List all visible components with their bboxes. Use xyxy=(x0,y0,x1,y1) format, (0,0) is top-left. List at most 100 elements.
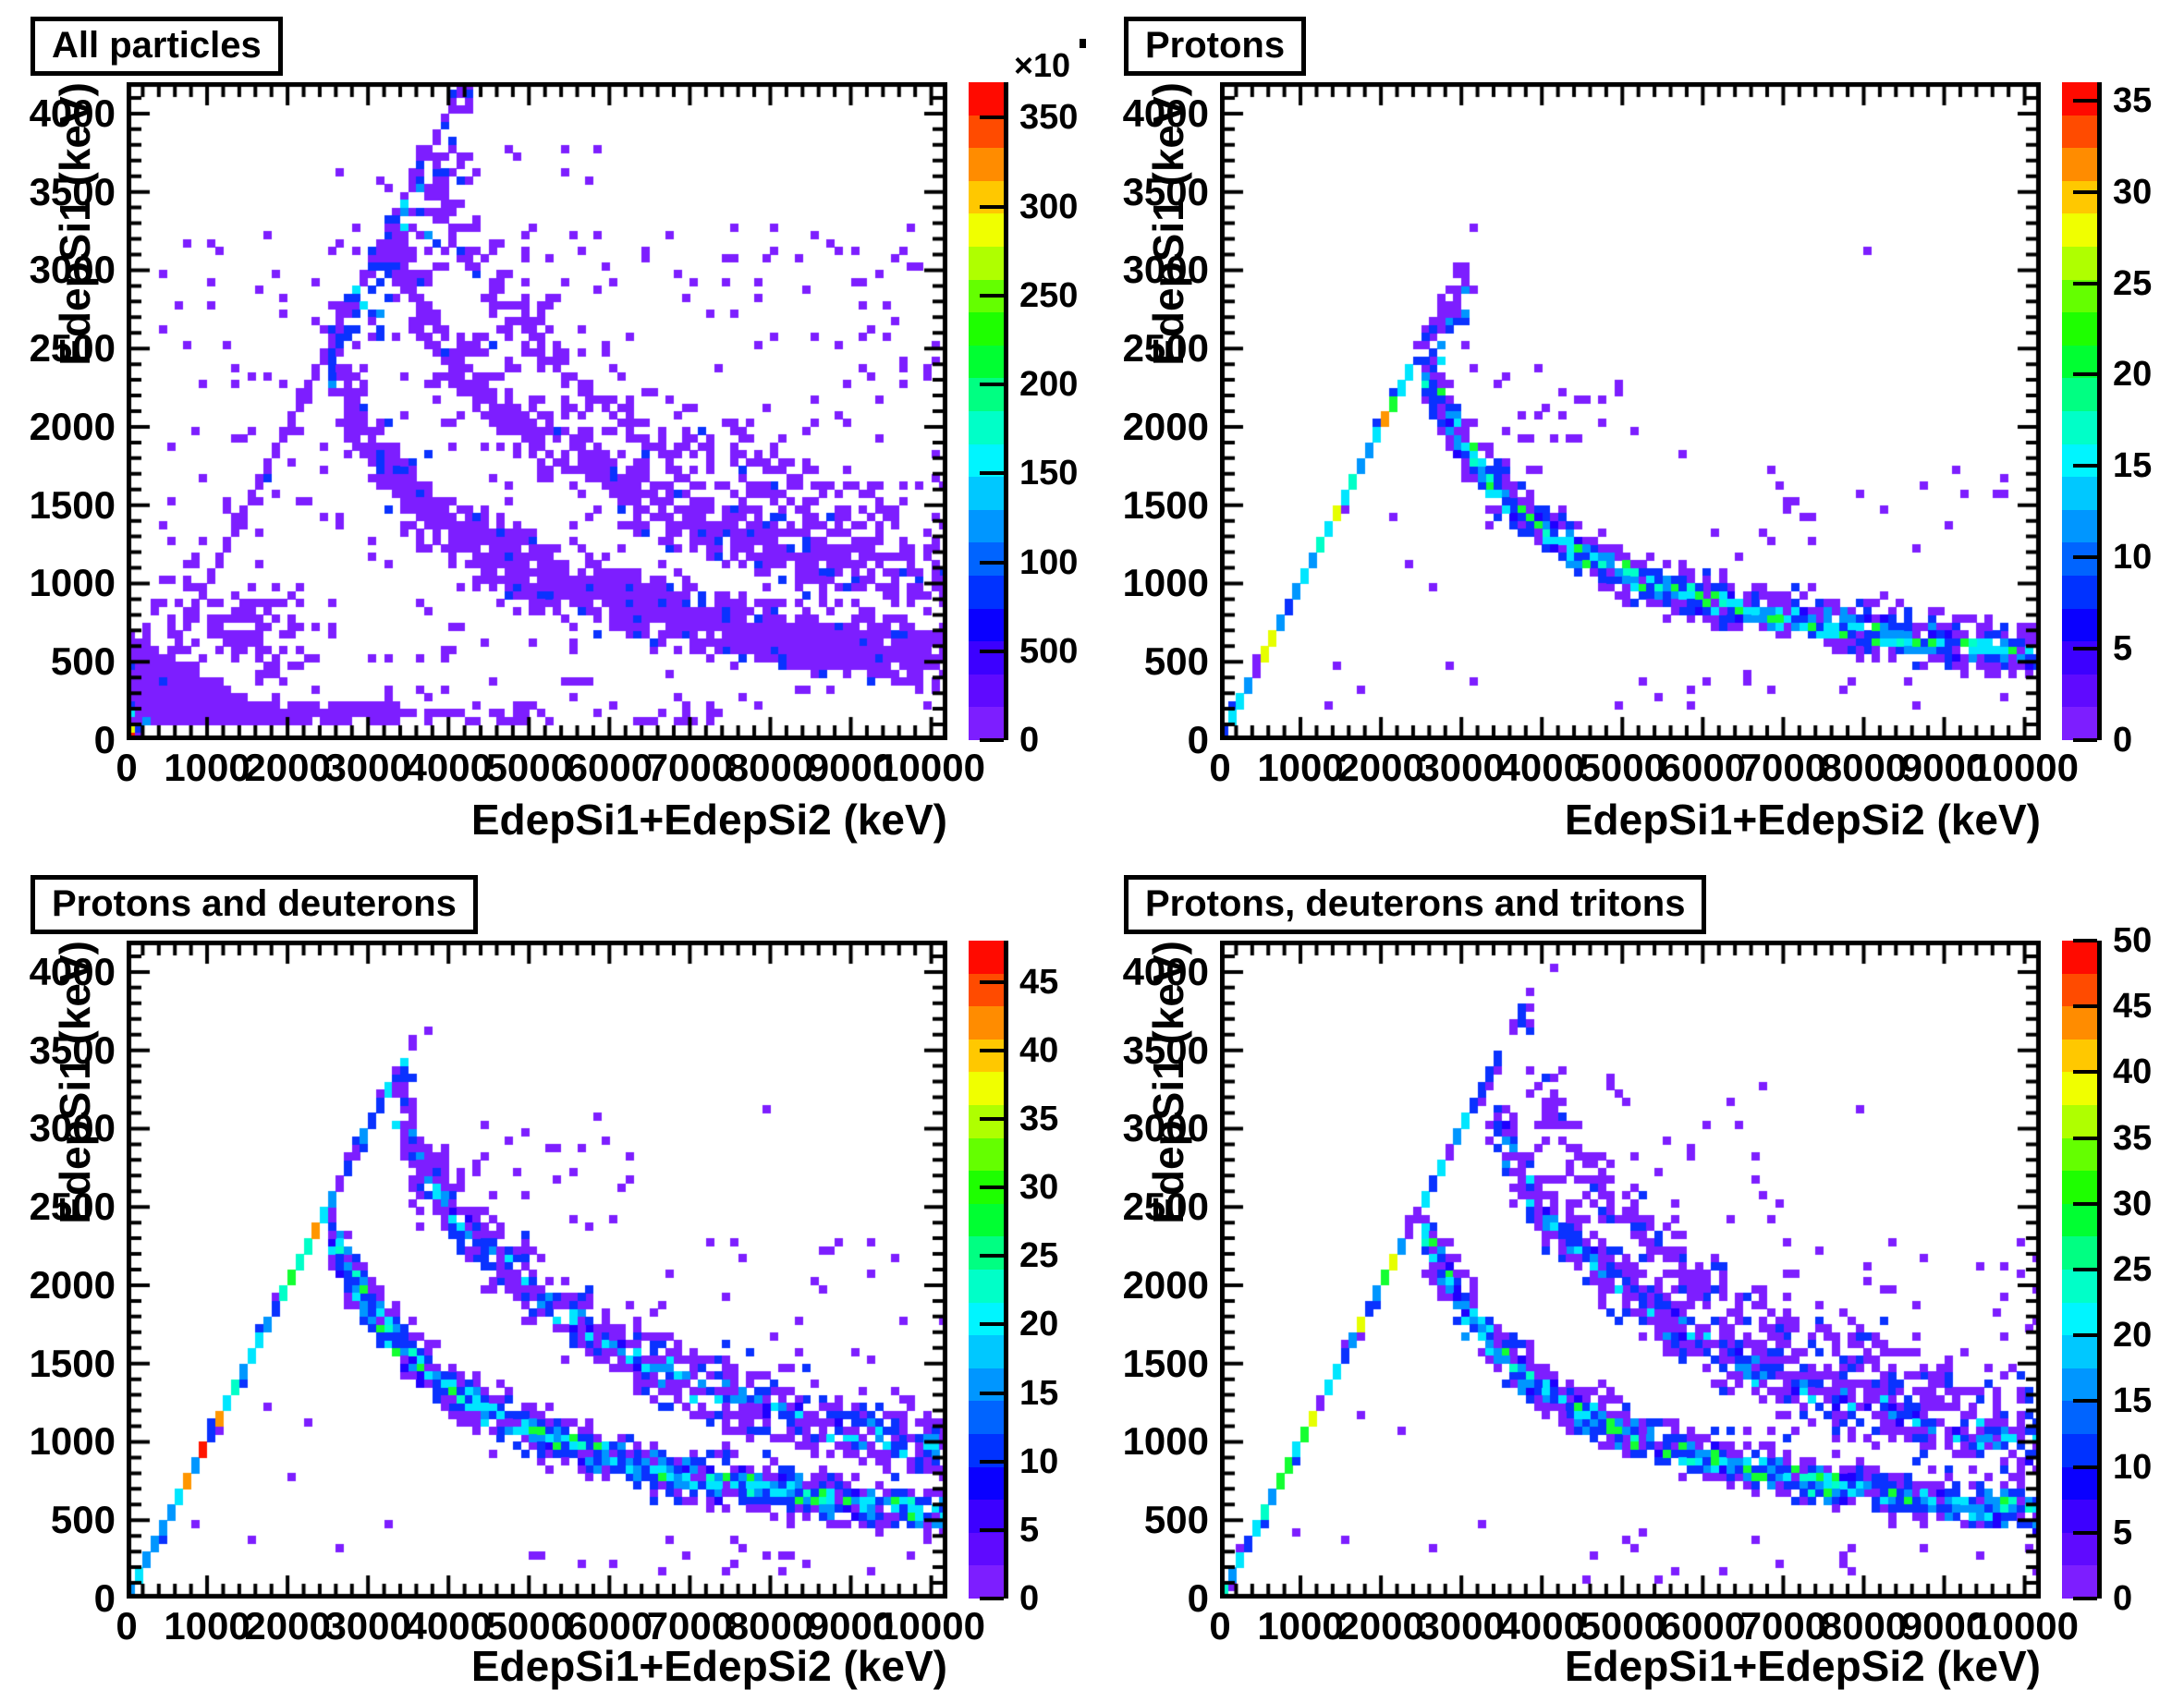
x-tick-label: 10000 xyxy=(1970,1604,2079,1647)
y-tick-label: 2000 xyxy=(29,404,116,448)
colorbar-band xyxy=(2062,608,2097,642)
y-tick-label: 2000 xyxy=(1122,1262,1209,1307)
y-tick-label: 4000 xyxy=(1122,91,1209,135)
colorbar-tick xyxy=(2073,1136,2097,1140)
colorbar-band xyxy=(969,1401,1004,1434)
x-tick-label: 3000 xyxy=(324,746,411,789)
colorbar-tick xyxy=(2073,189,2097,194)
y-tick-label: 3500 xyxy=(1122,169,1209,213)
colorbar-tick xyxy=(2073,281,2097,286)
colorbar-band xyxy=(969,1565,1004,1599)
x-tick-label: 1000 xyxy=(1257,1604,1344,1647)
colorbar-band xyxy=(2062,180,2097,214)
x-tick-label: 0 xyxy=(116,746,138,789)
colorbar-band xyxy=(2062,1500,2097,1533)
colorbar-tick xyxy=(2073,1004,2097,1009)
colorbar-band xyxy=(2062,477,2097,510)
colorbar-band xyxy=(2062,1203,2097,1237)
colorbar-band xyxy=(2062,973,2097,1007)
colorbar-tick-label: 0 xyxy=(2113,1579,2133,1618)
colorbar-tick-label: 30 xyxy=(2113,1184,2153,1223)
x-tick-label: 8000 xyxy=(1820,1604,1908,1647)
colorbar-tick xyxy=(980,1527,1004,1532)
colorbar-band xyxy=(969,1532,1004,1566)
y-tick-label: 4000 xyxy=(1122,949,1209,993)
colorbar-tick-label: 40 xyxy=(1019,1030,1059,1070)
colorbar-tick xyxy=(980,1185,1004,1189)
x-tick-label: 4000 xyxy=(405,1604,492,1647)
colorbar xyxy=(2062,941,2097,1599)
x-tick-label: 10000 xyxy=(877,1604,985,1647)
colorbar-tick-label: 500 xyxy=(1019,631,1079,671)
colorbar-tick-label: 50 xyxy=(2113,921,2153,960)
colorbar-tick-label: 20 xyxy=(2113,355,2153,395)
y-tick-label: 2500 xyxy=(29,1185,116,1229)
colorbar-band xyxy=(2062,941,2097,974)
colorbar-tick xyxy=(2073,1268,2097,1271)
colorbar-tick-label: 25 xyxy=(2113,1250,2153,1289)
y-tick-label: 0 xyxy=(93,1576,116,1620)
colorbar-tick xyxy=(980,1391,1004,1395)
x-tick-label: 7000 xyxy=(1739,746,1827,789)
colorbar-tick xyxy=(2073,555,2097,560)
y-tick-label: 1000 xyxy=(29,1419,116,1464)
colorbar-band xyxy=(2062,575,2097,609)
colorbar-tick xyxy=(2073,939,2097,942)
colorbar-tick xyxy=(2073,1201,2097,1206)
colorbar-band xyxy=(2062,246,2097,280)
x-tick-label: 2000 xyxy=(1337,1604,1424,1647)
x-tick-label: 10000 xyxy=(1970,746,2079,789)
colorbar-band xyxy=(969,509,1004,543)
colorbar-axis xyxy=(2097,82,2102,740)
x-tick-label: 1000 xyxy=(1257,746,1344,789)
colorbar-band xyxy=(2062,1039,2097,1073)
panel-title-box: Protons, deuterons and tritons xyxy=(1124,875,1707,934)
colorbar-tick xyxy=(2073,1070,2097,1075)
colorbar-tick xyxy=(2073,738,2097,742)
x-tick-label: 4000 xyxy=(405,746,492,789)
x-tick-label: 6000 xyxy=(566,746,653,789)
colorbar-tick xyxy=(980,1459,1004,1464)
colorbar-band xyxy=(2062,1368,2097,1402)
x-tick-label: 1000 xyxy=(164,746,250,789)
colorbar-tick xyxy=(980,1116,1004,1121)
colorbar-tick xyxy=(2073,1333,2097,1338)
x-tick-label: 3000 xyxy=(1418,1604,1505,1647)
y-tick-label: 3500 xyxy=(29,169,116,213)
heatmap-canvas-protons xyxy=(1220,82,2041,740)
colorbar xyxy=(2062,82,2097,740)
panel-title: All particles xyxy=(52,25,262,66)
x-tick-label: 5000 xyxy=(1579,1604,1665,1647)
x-tick-label: 6000 xyxy=(1659,746,1747,789)
colorbar-tick-label: 10 xyxy=(2113,538,2153,578)
y-tick-label: 1500 xyxy=(29,1341,116,1385)
colorbar-tick-label: 20 xyxy=(1019,1305,1059,1344)
colorbar-tick-label: 0 xyxy=(1019,1579,1040,1618)
x-tick-label: 3000 xyxy=(324,1604,411,1647)
y-tick-label: 2000 xyxy=(1122,404,1209,448)
colorbar-band xyxy=(2062,444,2097,478)
y-tick-label: 1500 xyxy=(1122,482,1209,527)
colorbar-tick xyxy=(2073,1399,2097,1404)
y-tick-label: 3500 xyxy=(29,1027,116,1072)
colorbar-band xyxy=(969,575,1004,609)
colorbar-tick xyxy=(980,1254,1004,1258)
panel-title-box: All particles xyxy=(31,17,283,76)
colorbar-tick-label: 15 xyxy=(1019,1373,1059,1413)
colorbar-tick-label: 15 xyxy=(2113,446,2153,486)
colorbar-band xyxy=(2062,1072,2097,1105)
x-tick-label: 0 xyxy=(1209,1604,1231,1647)
y-tick-label: 1000 xyxy=(29,561,116,605)
colorbar-tick xyxy=(2073,647,2097,651)
colorbar-tick-label: 20 xyxy=(2113,1316,2153,1356)
colorbar-band xyxy=(2062,1565,2097,1599)
colorbar-band xyxy=(2062,213,2097,247)
colorbar-tick-label: 10 xyxy=(1019,1441,1059,1481)
y-tick-label: 500 xyxy=(1143,1498,1209,1542)
colorbar-band xyxy=(969,1072,1004,1105)
colorbar xyxy=(969,82,1004,740)
colorbar-tick xyxy=(980,116,1004,120)
colorbar-tick-label: 200 xyxy=(1019,365,1079,405)
colorbar-band xyxy=(2062,674,2097,708)
